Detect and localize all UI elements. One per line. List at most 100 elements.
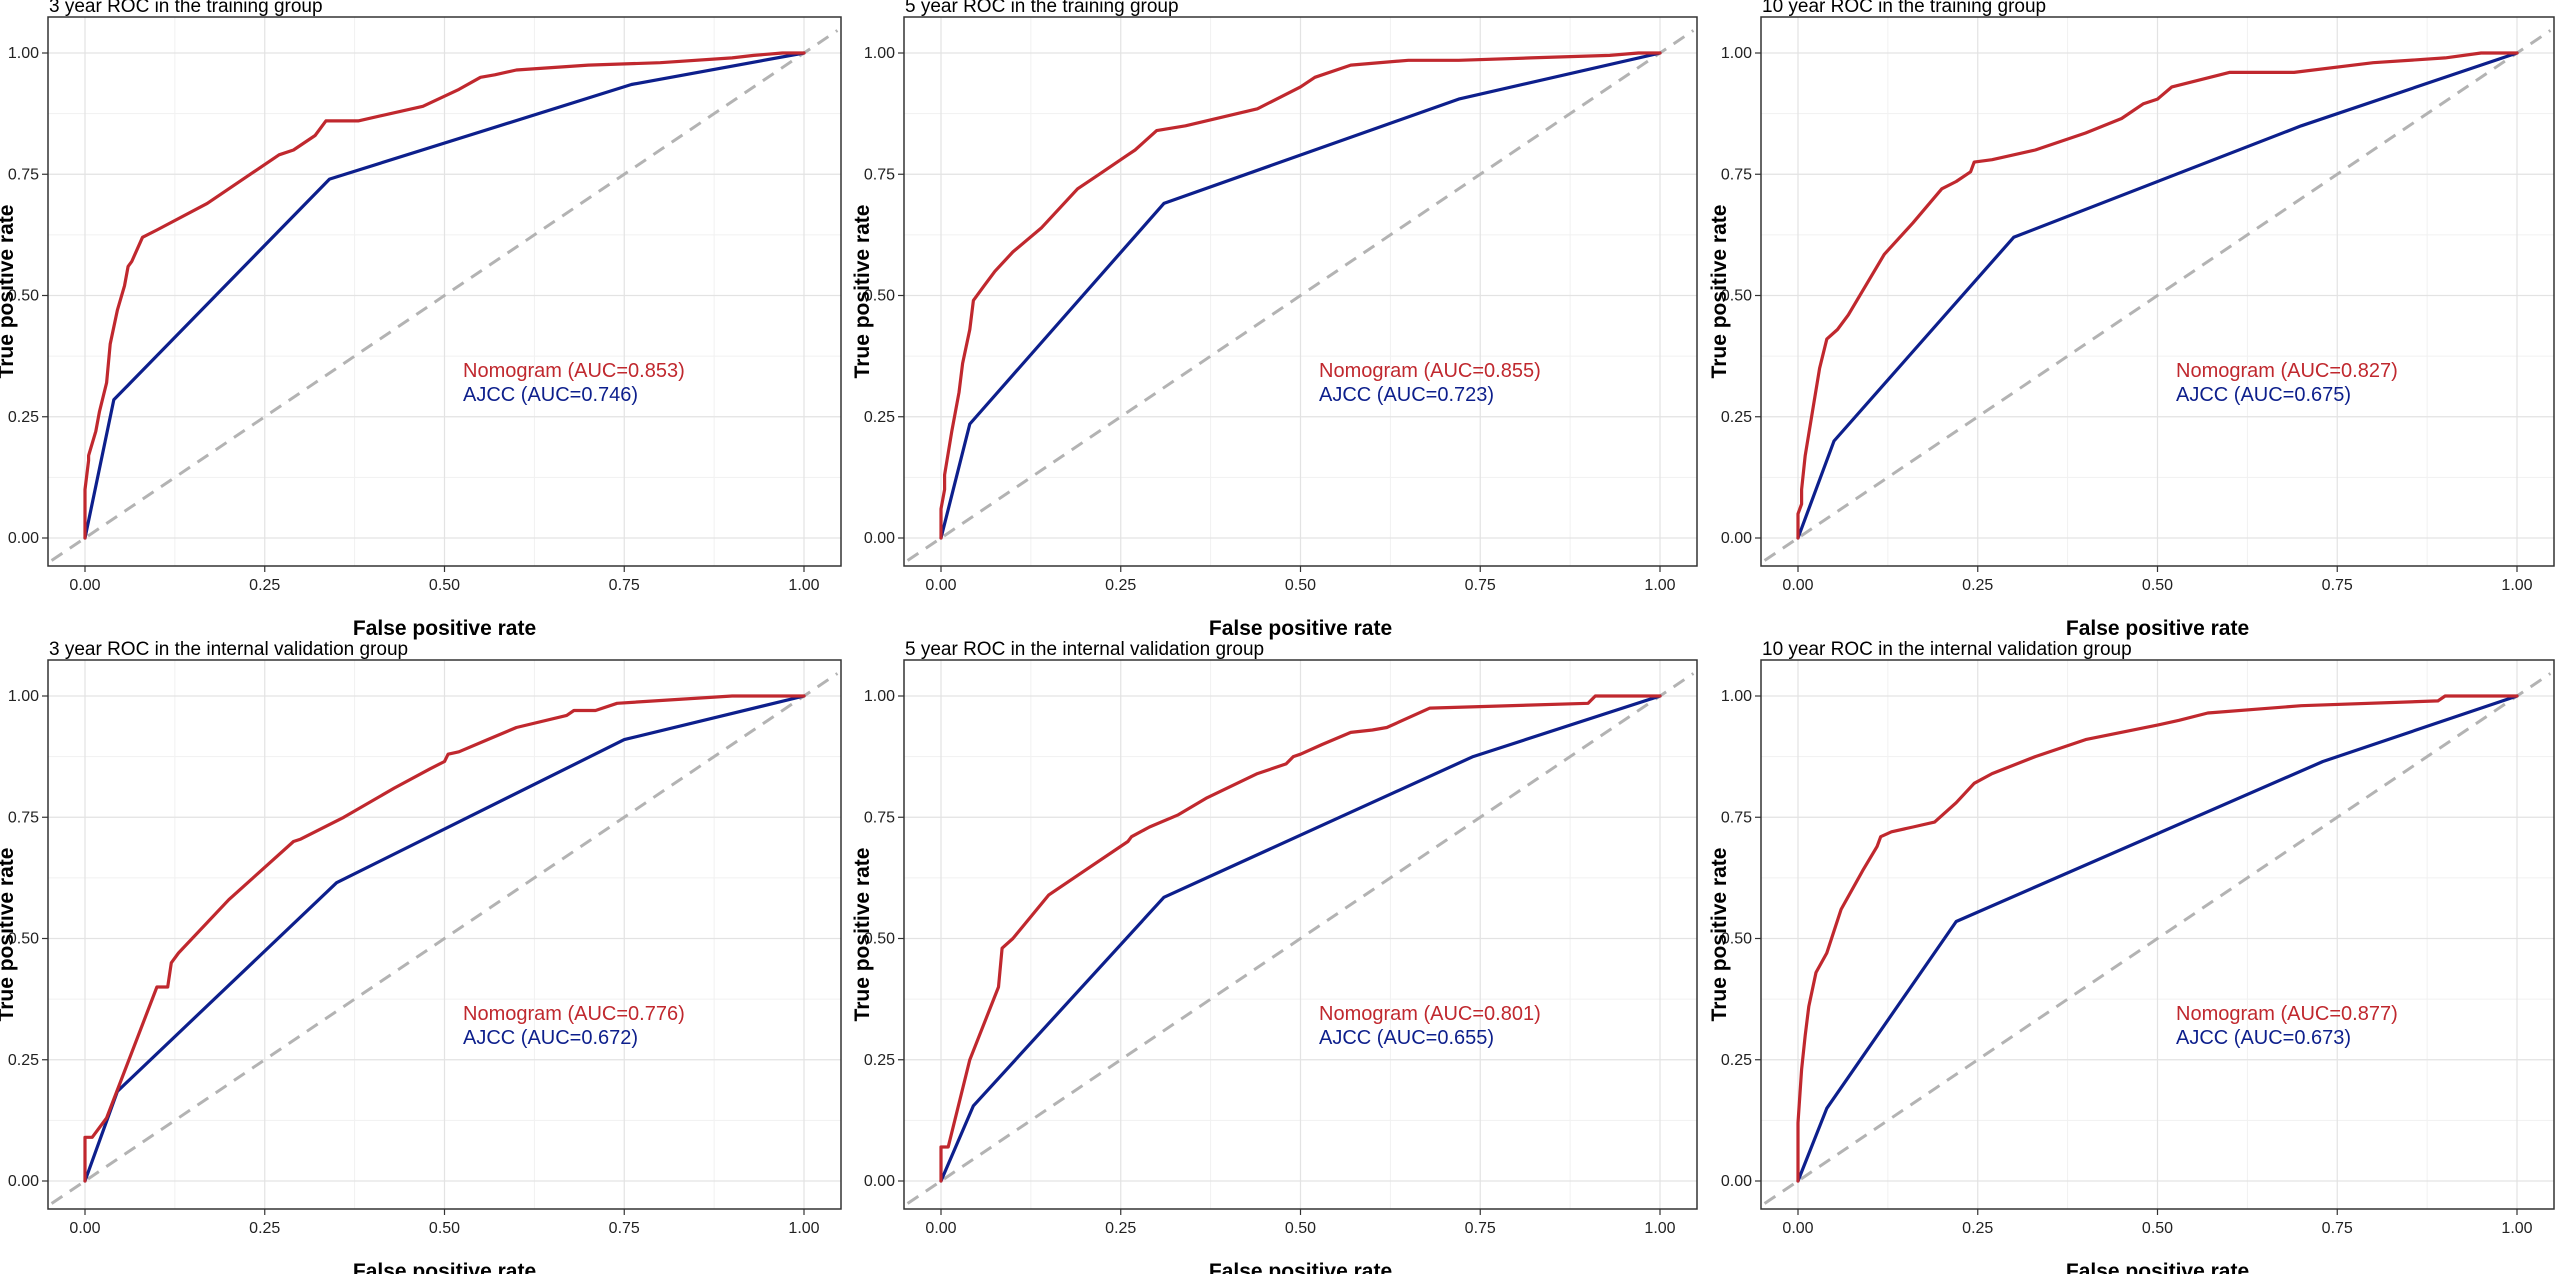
x-tick-label: 1.00 (788, 577, 819, 594)
roc-panel: 3 year ROC in the internal validation gr… (0, 639, 842, 1274)
ajcc-roc-curve (939, 694, 1662, 1183)
x-axis-title: False positive rate (1209, 1260, 1392, 1274)
x-tick-label: 0.75 (609, 577, 640, 594)
nomogram-roc-curve (83, 694, 806, 1183)
nomogram-roc-curve (1796, 694, 2519, 1183)
reference-diagonal-line (906, 672, 1695, 1205)
panel-title: 3 year ROC in the internal validation gr… (49, 639, 408, 660)
x-tick-label: 0.00 (925, 1220, 956, 1237)
y-tick-label: 0.00 (1721, 1173, 1752, 1190)
y-axis-title: True positive rate (0, 848, 18, 1022)
y-tick-label: 1.00 (864, 688, 895, 705)
ajcc-roc-curve (939, 51, 1662, 540)
x-tick-label: 0.25 (249, 1220, 280, 1237)
panel-title: 3 year ROC in the training group (49, 0, 323, 17)
nomogram-roc-curve (1796, 51, 2519, 540)
x-tick-label: 1.00 (1644, 577, 1675, 594)
x-tick-label: 0.50 (2142, 1220, 2173, 1237)
roc-panel: 10 year ROC in the training group 0.00 0.2… (1708, 0, 2555, 640)
x-tick-label: 0.50 (429, 1220, 460, 1237)
nomogram-auc-label: Nomogram (AUC=0.801) (1319, 1003, 1541, 1025)
reference-diagonal-line (1763, 672, 2552, 1205)
y-tick-label: 0.25 (864, 409, 895, 426)
x-tick-label: 0.75 (2322, 577, 2353, 594)
y-tick-label: 0.75 (864, 166, 895, 183)
nomogram-roc-curve (939, 694, 1662, 1183)
x-tick-label: 0.50 (1285, 1220, 1316, 1237)
y-tick-label: 1.00 (8, 45, 39, 62)
x-tick-label: 0.50 (2142, 577, 2173, 594)
ajcc-roc-curve (83, 51, 806, 540)
x-tick-label: 0.75 (1465, 1220, 1496, 1237)
x-tick-label: 1.00 (1644, 1220, 1675, 1237)
y-tick-label: 0.75 (8, 166, 39, 183)
x-tick-label: 0.50 (429, 577, 460, 594)
y-tick-label: 0.00 (864, 530, 895, 547)
ajcc-roc-curve (83, 694, 806, 1183)
y-axis-title: True positive rate (851, 848, 874, 1022)
x-tick-label: 0.00 (925, 577, 956, 594)
nomogram-auc-label: Nomogram (AUC=0.827) (2176, 360, 2398, 382)
x-tick-label: 0.25 (249, 577, 280, 594)
roc-panel: 5 year ROC in the training group 0.00 0.25… (851, 0, 1698, 640)
ajcc-auc-label: AJCC (AUC=0.655) (1319, 1027, 1494, 1049)
y-tick-label: 1.00 (864, 45, 895, 62)
y-axis-title: True positive rate (1708, 205, 1731, 379)
y-tick-label: 0.50 (8, 931, 39, 948)
y-axis-title: True positive rate (0, 205, 18, 379)
y-tick-label: 0.25 (8, 1052, 39, 1069)
grid (1761, 660, 2554, 1209)
roc-panel: 3 year ROC in the training group 0.00 0.25… (0, 0, 842, 640)
x-tick-label: 0.25 (1105, 577, 1136, 594)
y-tick-label: 0.25 (1721, 409, 1752, 426)
x-axis-title: False positive rate (2066, 1260, 2249, 1274)
y-tick-label: 0.00 (8, 1173, 39, 1190)
panel-title: 10 year ROC in the internal validation g… (1762, 639, 2132, 660)
y-tick-label: 0.50 (1721, 931, 1752, 948)
nomogram-auc-label: Nomogram (AUC=0.855) (1319, 360, 1541, 382)
y-tick-label: 0.50 (864, 288, 895, 305)
roc-panel: 10 year ROC in the internal validation g… (1708, 639, 2555, 1274)
x-tick-label: 1.00 (2501, 1220, 2532, 1237)
x-tick-label: 1.00 (788, 1220, 819, 1237)
x-tick-label: 0.75 (609, 1220, 640, 1237)
x-axis-title: False positive rate (1209, 617, 1392, 640)
x-tick-label: 0.00 (1782, 577, 1813, 594)
y-tick-label: 0.25 (8, 409, 39, 426)
y-tick-label: 0.00 (864, 1173, 895, 1190)
y-axis-title: True positive rate (851, 205, 874, 379)
y-axis-title: True positive rate (1708, 848, 1731, 1022)
y-tick-label: 0.50 (864, 931, 895, 948)
ajcc-auc-label: AJCC (AUC=0.723) (1319, 384, 1494, 406)
y-tick-label: 1.00 (8, 688, 39, 705)
x-tick-label: 0.00 (1782, 1220, 1813, 1237)
ajcc-auc-label: AJCC (AUC=0.675) (2176, 384, 2351, 406)
reference-diagonal-line (906, 29, 1695, 562)
y-tick-label: 0.75 (1721, 809, 1752, 826)
x-tick-label: 0.50 (1285, 577, 1316, 594)
x-tick-label: 0.00 (69, 1220, 100, 1237)
y-tick-label: 0.00 (1721, 530, 1752, 547)
nomogram-auc-label: Nomogram (AUC=0.877) (2176, 1003, 2398, 1025)
x-tick-label: 0.75 (1465, 577, 1496, 594)
reference-diagonal-line (50, 672, 839, 1205)
reference-diagonal-line (50, 29, 839, 562)
nomogram-auc-label: Nomogram (AUC=0.776) (463, 1003, 685, 1025)
y-tick-label: 1.00 (1721, 45, 1752, 62)
x-tick-label: 0.00 (69, 577, 100, 594)
x-axis-title: False positive rate (353, 1260, 536, 1274)
x-tick-label: 0.25 (1105, 1220, 1136, 1237)
y-tick-label: 0.50 (8, 288, 39, 305)
y-tick-label: 1.00 (1721, 688, 1752, 705)
ajcc-auc-label: AJCC (AUC=0.673) (2176, 1027, 2351, 1049)
y-tick-label: 0.75 (864, 809, 895, 826)
grid (1761, 17, 2554, 566)
ajcc-roc-curve (1796, 51, 2519, 540)
y-tick-label: 0.75 (1721, 166, 1752, 183)
panel-title: 5 year ROC in the training group (905, 0, 1179, 17)
x-tick-label: 0.25 (1962, 577, 1993, 594)
grid (904, 17, 1697, 566)
grid (904, 660, 1697, 1209)
y-tick-label: 0.25 (864, 1052, 895, 1069)
